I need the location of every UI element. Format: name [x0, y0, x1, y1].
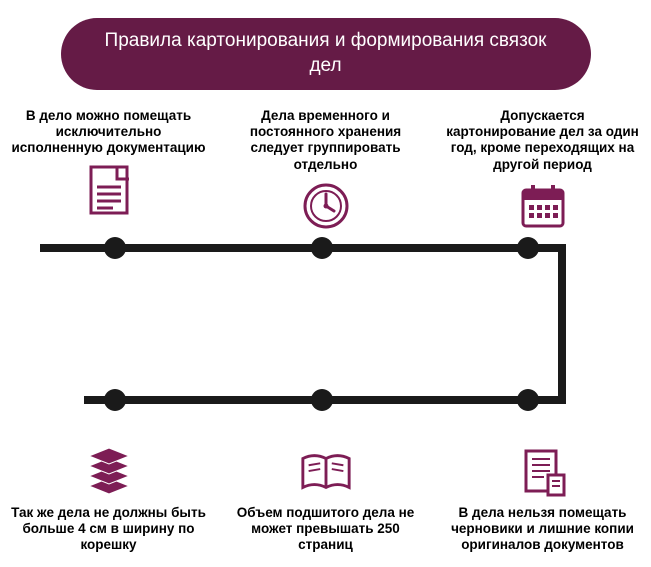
- document-icon: [82, 163, 136, 217]
- node-bot-0: [104, 389, 126, 411]
- node-top-0: [104, 237, 126, 259]
- calendar-icon: [516, 179, 570, 233]
- rule-bot-0: Так же дела не должны быть больше 4 см в…: [11, 445, 206, 554]
- book-icon: [299, 445, 353, 499]
- rule-text: В дело можно помещать исключительно испо…: [11, 108, 206, 157]
- nocopy-icon: [516, 445, 570, 499]
- rules-bottom-row: Так же дела не должны быть больше 4 см в…: [0, 445, 651, 554]
- node-bot-1: [311, 389, 333, 411]
- node-bot-2: [517, 389, 539, 411]
- path-right: [558, 244, 566, 404]
- stack-icon: [82, 445, 136, 499]
- rule-bot-1: Объем подшитого дела не может превышать …: [228, 445, 423, 554]
- node-top-1: [311, 237, 333, 259]
- rule-text: В дела нельзя помещать черновики и лишни…: [445, 505, 640, 554]
- rule-text: Объем подшитого дела не может превышать …: [228, 505, 423, 554]
- header-pill: Правила картонирования и формирования св…: [61, 18, 591, 90]
- node-top-2: [517, 237, 539, 259]
- rule-top-1: Дела временного и постоянного хранения с…: [228, 108, 423, 233]
- rule-top-0: В дело можно помещать исключительно испо…: [11, 108, 206, 233]
- header-title: Правила картонирования и формирования св…: [91, 29, 561, 78]
- rule-bot-2: В дела нельзя помещать черновики и лишни…: [445, 445, 640, 554]
- rule-text: Допускается картонирование дел за один г…: [445, 108, 640, 173]
- rules-top-row: В дело можно помещать исключительно испо…: [0, 108, 651, 233]
- rule-top-2: Допускается картонирование дел за один г…: [445, 108, 640, 233]
- rule-text: Дела временного и постоянного хранения с…: [228, 108, 423, 173]
- clock-icon: [299, 179, 353, 233]
- rule-text: Так же дела не должны быть больше 4 см в…: [11, 505, 206, 554]
